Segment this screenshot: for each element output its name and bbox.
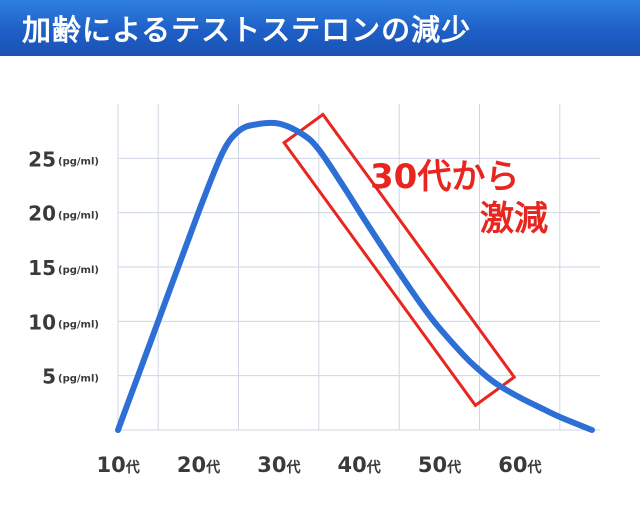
y-tick-label: 25 [28, 147, 56, 171]
y-tick-unit: (pg/ml) [58, 211, 99, 222]
series-line [115, 119, 595, 433]
y-tick-unit: (pg/ml) [58, 374, 99, 385]
annotation-line-1: 30代から [370, 157, 519, 197]
y-tick-label: 20 [28, 202, 56, 226]
x-tick-label: 60代 [498, 453, 541, 477]
x-tick-label: 10代 [97, 453, 140, 477]
y-axis-ticks: 5 (pg/ml)10 (pg/ml)15 (pg/ml)20 (pg/ml)25 (pg… [28, 147, 99, 388]
y-tick-unit: (pg/ml) [58, 319, 99, 330]
y-tick-label: 10 [28, 310, 56, 334]
highlight-region [282, 112, 517, 408]
x-tick-label: 20代 [177, 453, 220, 477]
annotation-line-2: 激減 [480, 199, 548, 239]
annotation-group: 30代から 激減 [370, 157, 548, 239]
y-tick-unit: (pg/ml) [58, 265, 99, 276]
x-axis-ticks: 10代 20代 30代 40代 50代 60代 [97, 453, 542, 477]
testosterone-chart: 5 (pg/ml)10 (pg/ml)15 (pg/ml)20 (pg/ml)25 (pg… [28, 104, 600, 477]
x-tick-label: 40代 [338, 453, 381, 477]
y-tick-label: 15 [28, 256, 56, 280]
y-tick-unit: (pg/ml) [58, 156, 99, 167]
x-tick-label: 30代 [257, 453, 300, 477]
grid [117, 104, 600, 431]
title-bar: 加齢によるテストステロンの減少 [0, 0, 640, 56]
highlight-box [282, 112, 517, 408]
x-tick-label: 50代 [418, 453, 461, 477]
page-title: 加齢によるテストステロンの減少 [22, 13, 472, 47]
y-tick-label: 5 [42, 365, 56, 389]
series-line-group [115, 119, 595, 433]
